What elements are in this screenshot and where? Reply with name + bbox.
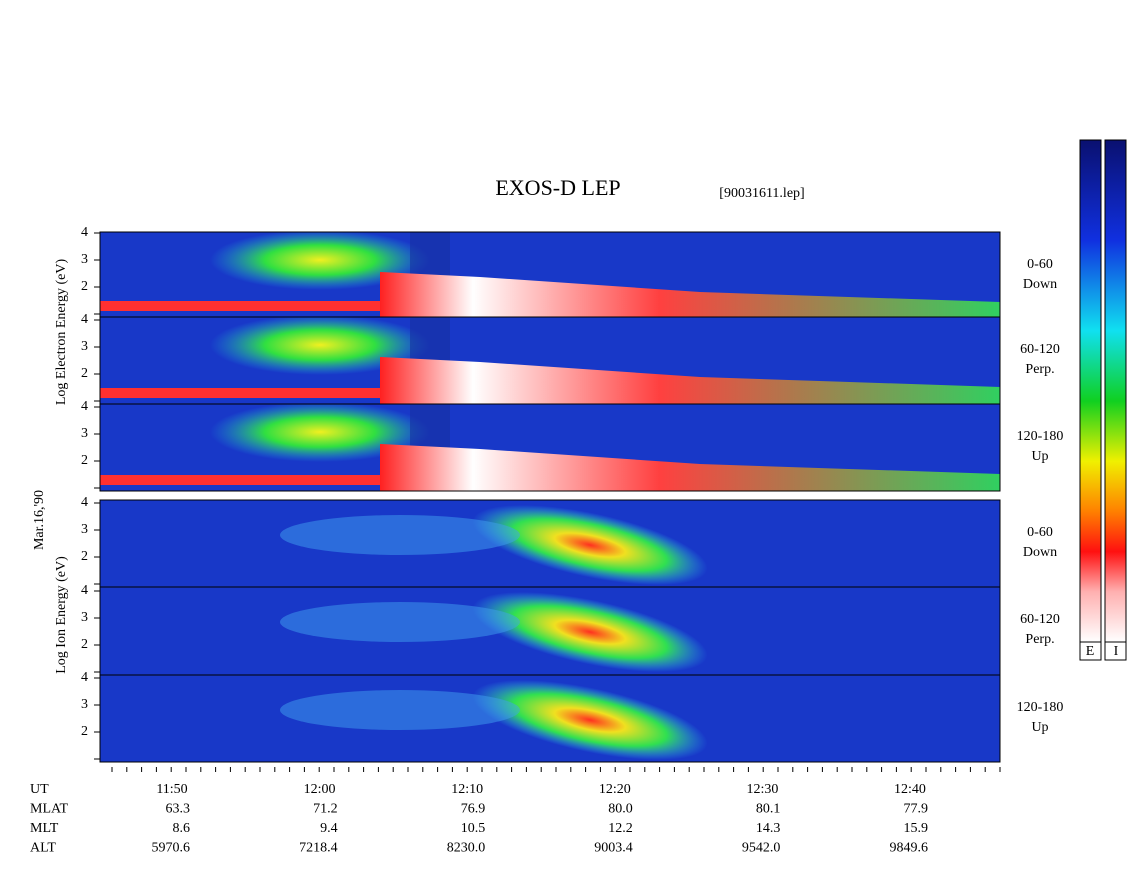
panel-label: 120-180 [1017, 700, 1064, 715]
panel-label: Down [1023, 545, 1057, 560]
colorbar-box [1079, 641, 1102, 661]
y-tick-label: 2 [81, 549, 88, 564]
y-tick-label: 3 [81, 697, 88, 712]
row-name: MLAT [30, 802, 69, 817]
panel-label: Up [1031, 720, 1048, 735]
y-tick-label: 4 [81, 495, 88, 510]
y-tick-label: 2 [81, 724, 88, 739]
low-band [100, 475, 390, 485]
y-tick-label: 4 [81, 312, 88, 327]
y-tick-label: 4 [81, 583, 88, 598]
file-name: [90031611.lep] [719, 186, 804, 201]
row-value: 80.0 [608, 802, 633, 817]
panel-frame [99, 403, 1001, 492]
panel-label: 120-180 [1017, 429, 1064, 444]
y-tick-label: 2 [81, 453, 88, 468]
blob [472, 504, 708, 586]
blob [472, 591, 708, 673]
band [380, 357, 1000, 404]
panel-label: 0-60 [1027, 257, 1053, 272]
row-value: 12:40 [894, 782, 926, 797]
panel-label: 60-120 [1020, 342, 1060, 357]
panel-label: 0-60 [1027, 525, 1053, 540]
row-value: 76.9 [461, 802, 486, 817]
row-value: 12.2 [608, 821, 633, 836]
row-value: 12:10 [451, 782, 483, 797]
row-value: 63.3 [166, 802, 191, 817]
row-value: 10.5 [461, 821, 486, 836]
row-value: 12:30 [746, 782, 778, 797]
y-tick-label: 4 [81, 670, 88, 685]
y-tick-label: 3 [81, 610, 88, 625]
panel-label: Down [1023, 277, 1057, 292]
panel-label: Perp. [1025, 362, 1054, 377]
row-value: 9003.4 [594, 841, 633, 856]
colorbar [1079, 139, 1102, 643]
row-value: 12:00 [304, 782, 336, 797]
row-value: 77.9 [904, 802, 929, 817]
row-value: 15.9 [904, 821, 929, 836]
row-value: 5970.6 [152, 841, 191, 856]
y-tick-label: 3 [81, 252, 88, 267]
colorbar-box [1104, 641, 1127, 661]
title: EXOS-D LEP [495, 175, 620, 200]
row-value: 14.3 [756, 821, 781, 836]
y-tick-label: 2 [81, 637, 88, 652]
y-tick-label: 4 [81, 399, 88, 414]
blob [210, 317, 430, 375]
row-value: 11:50 [156, 782, 187, 797]
blob [210, 404, 430, 462]
spectrogram [100, 675, 1000, 762]
row-value: 9542.0 [742, 841, 781, 856]
row-value: 9.4 [320, 821, 338, 836]
low-band [100, 388, 390, 398]
blob [472, 679, 708, 761]
colorbar-label: E [1086, 644, 1095, 659]
y-tick-label: 3 [81, 522, 88, 537]
blob [210, 232, 430, 290]
row-name: ALT [30, 841, 56, 856]
panel-label: Up [1031, 449, 1048, 464]
row-value: 9849.6 [890, 841, 929, 856]
colorbar-label: I [1114, 644, 1119, 659]
spectrogram [100, 500, 1000, 587]
y-tick-label: 3 [81, 339, 88, 354]
spectrogram [100, 587, 1000, 675]
y-tick-label: 2 [81, 366, 88, 381]
row-name: MLT [30, 821, 59, 836]
row-value: 12:20 [599, 782, 631, 797]
row-value: 7218.4 [299, 841, 338, 856]
date-label: Mar.16,'90 [32, 490, 47, 550]
row-value: 8.6 [173, 821, 191, 836]
panel-label: 60-120 [1020, 612, 1060, 627]
spectrogram [100, 404, 1000, 491]
spectrogram [100, 232, 1000, 317]
haze [280, 690, 520, 730]
row-name: UT [30, 782, 49, 797]
row-value: 8230.0 [447, 841, 486, 856]
row-value: 80.1 [756, 802, 781, 817]
axis-label: Log Ion Energy (eV) [54, 556, 69, 674]
band [380, 444, 1000, 491]
low-band [100, 301, 390, 311]
y-tick-label: 3 [81, 426, 88, 441]
spectrogram [100, 317, 1000, 404]
y-tick-label: 4 [81, 225, 88, 240]
colorbar [1104, 139, 1127, 643]
haze [280, 602, 520, 642]
row-value: 71.2 [313, 802, 338, 817]
y-tick-label: 2 [81, 279, 88, 294]
haze [280, 515, 520, 555]
panel-label: Perp. [1025, 632, 1054, 647]
axis-label: Log Electron Energy (eV) [54, 259, 69, 406]
band [380, 272, 1000, 317]
